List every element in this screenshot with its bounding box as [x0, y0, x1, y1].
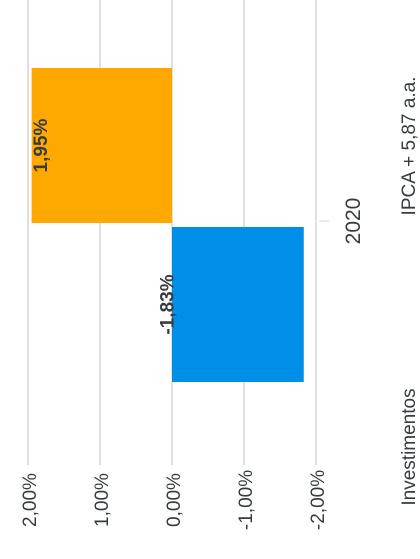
- value-tick-label: -1,00%: [236, 470, 257, 530]
- value-tick-label: 0,00%: [164, 473, 185, 527]
- value-tick-label: 1,00%: [92, 473, 113, 527]
- legend: Investimentos IPCA + 5,87 a.a.: [399, 77, 420, 506]
- category-label: 2020: [342, 198, 365, 245]
- legend-label: Investimentos: [399, 388, 420, 505]
- legend-label: IPCA + 5,87 a.a.: [399, 77, 420, 216]
- category-axis: 2020: [319, 198, 365, 245]
- bar-ipca: [31, 68, 172, 223]
- value-tick-labels: 2,00% 1,00% 0,00% -1,00% -2,00%: [20, 470, 329, 530]
- bars: [31, 68, 304, 382]
- data-label: 1,95%: [31, 118, 52, 172]
- data-label: -1,83%: [158, 274, 179, 334]
- bar-investimentos: [172, 227, 304, 382]
- data-labels: 1,95% -1,83%: [31, 118, 178, 334]
- value-tick-label: -2,00%: [308, 470, 329, 530]
- value-tick-label: 2,00%: [20, 473, 41, 527]
